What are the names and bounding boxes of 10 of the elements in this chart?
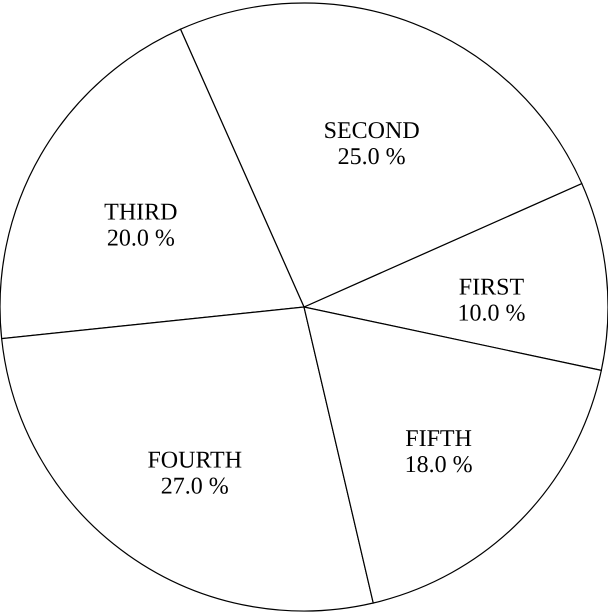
data-label: 27.0 % [160, 474, 229, 500]
data-label: 20.0 % [106, 226, 175, 252]
data-label: 10.0 % [457, 300, 526, 326]
data-label: 25.0 % [338, 144, 406, 170]
slice-label: SECOND [324, 118, 420, 144]
slice-label: THIRD [104, 200, 178, 226]
slice-label: FOURTH [147, 448, 242, 474]
slice-label: FIFTH [405, 426, 472, 452]
slice-label: FIRST [458, 274, 524, 300]
data-label: 18.0 % [404, 452, 473, 478]
